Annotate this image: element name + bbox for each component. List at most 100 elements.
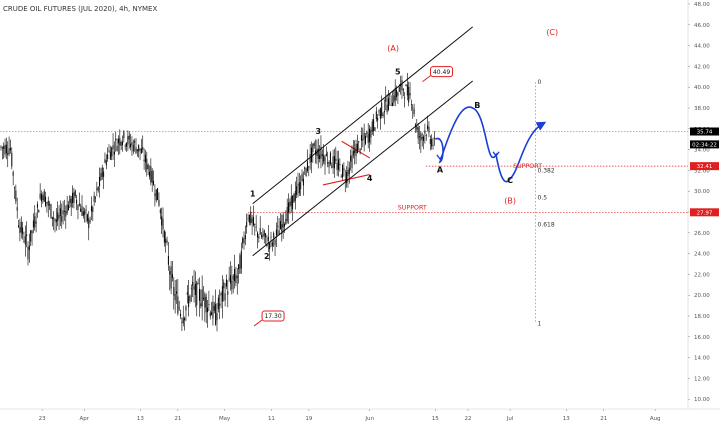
price-tick-label: 22.00 bbox=[694, 272, 710, 278]
candle-body bbox=[250, 211, 252, 224]
candle-body bbox=[167, 255, 169, 265]
candle-body bbox=[414, 124, 416, 127]
candle-body bbox=[113, 151, 115, 155]
candle-body bbox=[151, 171, 153, 183]
candle-body bbox=[212, 301, 214, 319]
candle-body bbox=[351, 154, 353, 168]
candle-body bbox=[139, 148, 141, 151]
candle-body bbox=[339, 164, 341, 166]
candle-body bbox=[180, 313, 182, 317]
candle-body bbox=[420, 133, 422, 141]
candle-body bbox=[155, 189, 157, 201]
candle-body bbox=[177, 296, 179, 314]
candle-body bbox=[169, 271, 171, 275]
candle-body bbox=[251, 218, 253, 223]
candle-body bbox=[15, 190, 17, 202]
wave-label: 2 bbox=[264, 252, 270, 261]
wave-label: C bbox=[507, 176, 513, 185]
price-tick-label: 48.00 bbox=[694, 2, 710, 8]
wave-label: 3 bbox=[315, 127, 321, 136]
candle-body bbox=[348, 167, 350, 174]
candle-body bbox=[4, 144, 6, 155]
candle-body bbox=[316, 149, 318, 156]
candle-body bbox=[104, 159, 106, 163]
candle-body bbox=[284, 224, 285, 227]
candle-body bbox=[267, 236, 269, 242]
price-tick-label: 40.00 bbox=[694, 85, 710, 91]
wave-label: 5 bbox=[395, 68, 401, 77]
candle-body bbox=[363, 132, 365, 140]
candle-body bbox=[344, 179, 346, 181]
candle-body bbox=[327, 162, 329, 164]
degree-label: (A) bbox=[387, 44, 399, 53]
channel-upper bbox=[252, 26, 473, 205]
callout-arrow bbox=[253, 319, 263, 327]
price-axis-bg bbox=[688, 0, 720, 409]
candle-body bbox=[26, 234, 28, 237]
candle-body bbox=[401, 80, 403, 91]
date-tick-label: 21 bbox=[174, 416, 181, 422]
candle-body bbox=[41, 193, 42, 202]
candle-body bbox=[297, 184, 299, 186]
candle-body bbox=[317, 148, 319, 159]
channel-lower bbox=[252, 80, 473, 257]
support-label: SUPPORT bbox=[398, 204, 427, 211]
candle-body bbox=[393, 95, 395, 103]
candle-body bbox=[216, 313, 218, 321]
candle-body bbox=[360, 135, 362, 141]
candle-body bbox=[78, 203, 80, 206]
price-tag-label: 32.41 bbox=[697, 164, 713, 170]
candle-body bbox=[285, 219, 287, 225]
candle-body bbox=[386, 104, 388, 113]
candle-body bbox=[224, 293, 226, 301]
candle-body bbox=[242, 238, 244, 243]
price-tick-label: 24.00 bbox=[694, 252, 710, 258]
candle-body bbox=[198, 288, 200, 301]
candle-body bbox=[342, 165, 344, 178]
candle-body bbox=[5, 144, 7, 154]
date-tick-label: 13 bbox=[137, 416, 144, 422]
candle-body bbox=[238, 264, 240, 270]
candle-body bbox=[90, 206, 92, 212]
candle-body bbox=[35, 221, 37, 224]
date-axis-bg bbox=[0, 409, 720, 425]
projection-turn bbox=[436, 154, 444, 161]
candle-body bbox=[53, 217, 55, 219]
candle-body bbox=[184, 318, 186, 321]
candle-body bbox=[189, 295, 191, 302]
candle-body bbox=[278, 230, 280, 235]
candle-body bbox=[196, 282, 198, 306]
candle-body bbox=[16, 207, 18, 211]
candle-body bbox=[373, 119, 375, 132]
candle-body bbox=[323, 155, 325, 162]
candle-body bbox=[159, 209, 161, 214]
candle-body bbox=[12, 172, 14, 176]
date-tick-label: 15 bbox=[432, 416, 439, 422]
candle-body bbox=[309, 153, 311, 163]
candle-body bbox=[46, 202, 48, 204]
callout-box bbox=[430, 66, 454, 78]
candle-body bbox=[7, 152, 9, 156]
candle-body bbox=[306, 161, 308, 171]
price-tick-label: 46.00 bbox=[694, 23, 710, 29]
price-tick-label: 38.00 bbox=[694, 106, 710, 112]
candle-body bbox=[385, 97, 387, 102]
candle-body bbox=[382, 113, 384, 117]
candle-body bbox=[131, 142, 133, 146]
candle-body bbox=[59, 208, 61, 216]
candle-body bbox=[119, 137, 121, 146]
date-tick-label: Aug bbox=[650, 416, 661, 422]
candle-body bbox=[47, 200, 49, 206]
candle-body bbox=[356, 143, 358, 154]
candle-body bbox=[20, 221, 22, 233]
candle-body bbox=[355, 144, 357, 157]
candle-body bbox=[204, 294, 206, 308]
fib-label: 0 bbox=[538, 79, 542, 86]
candle-body bbox=[28, 245, 30, 250]
candle-body bbox=[32, 220, 34, 228]
candle-body bbox=[211, 312, 213, 316]
candle-body bbox=[108, 150, 110, 152]
candle-body bbox=[92, 206, 94, 213]
